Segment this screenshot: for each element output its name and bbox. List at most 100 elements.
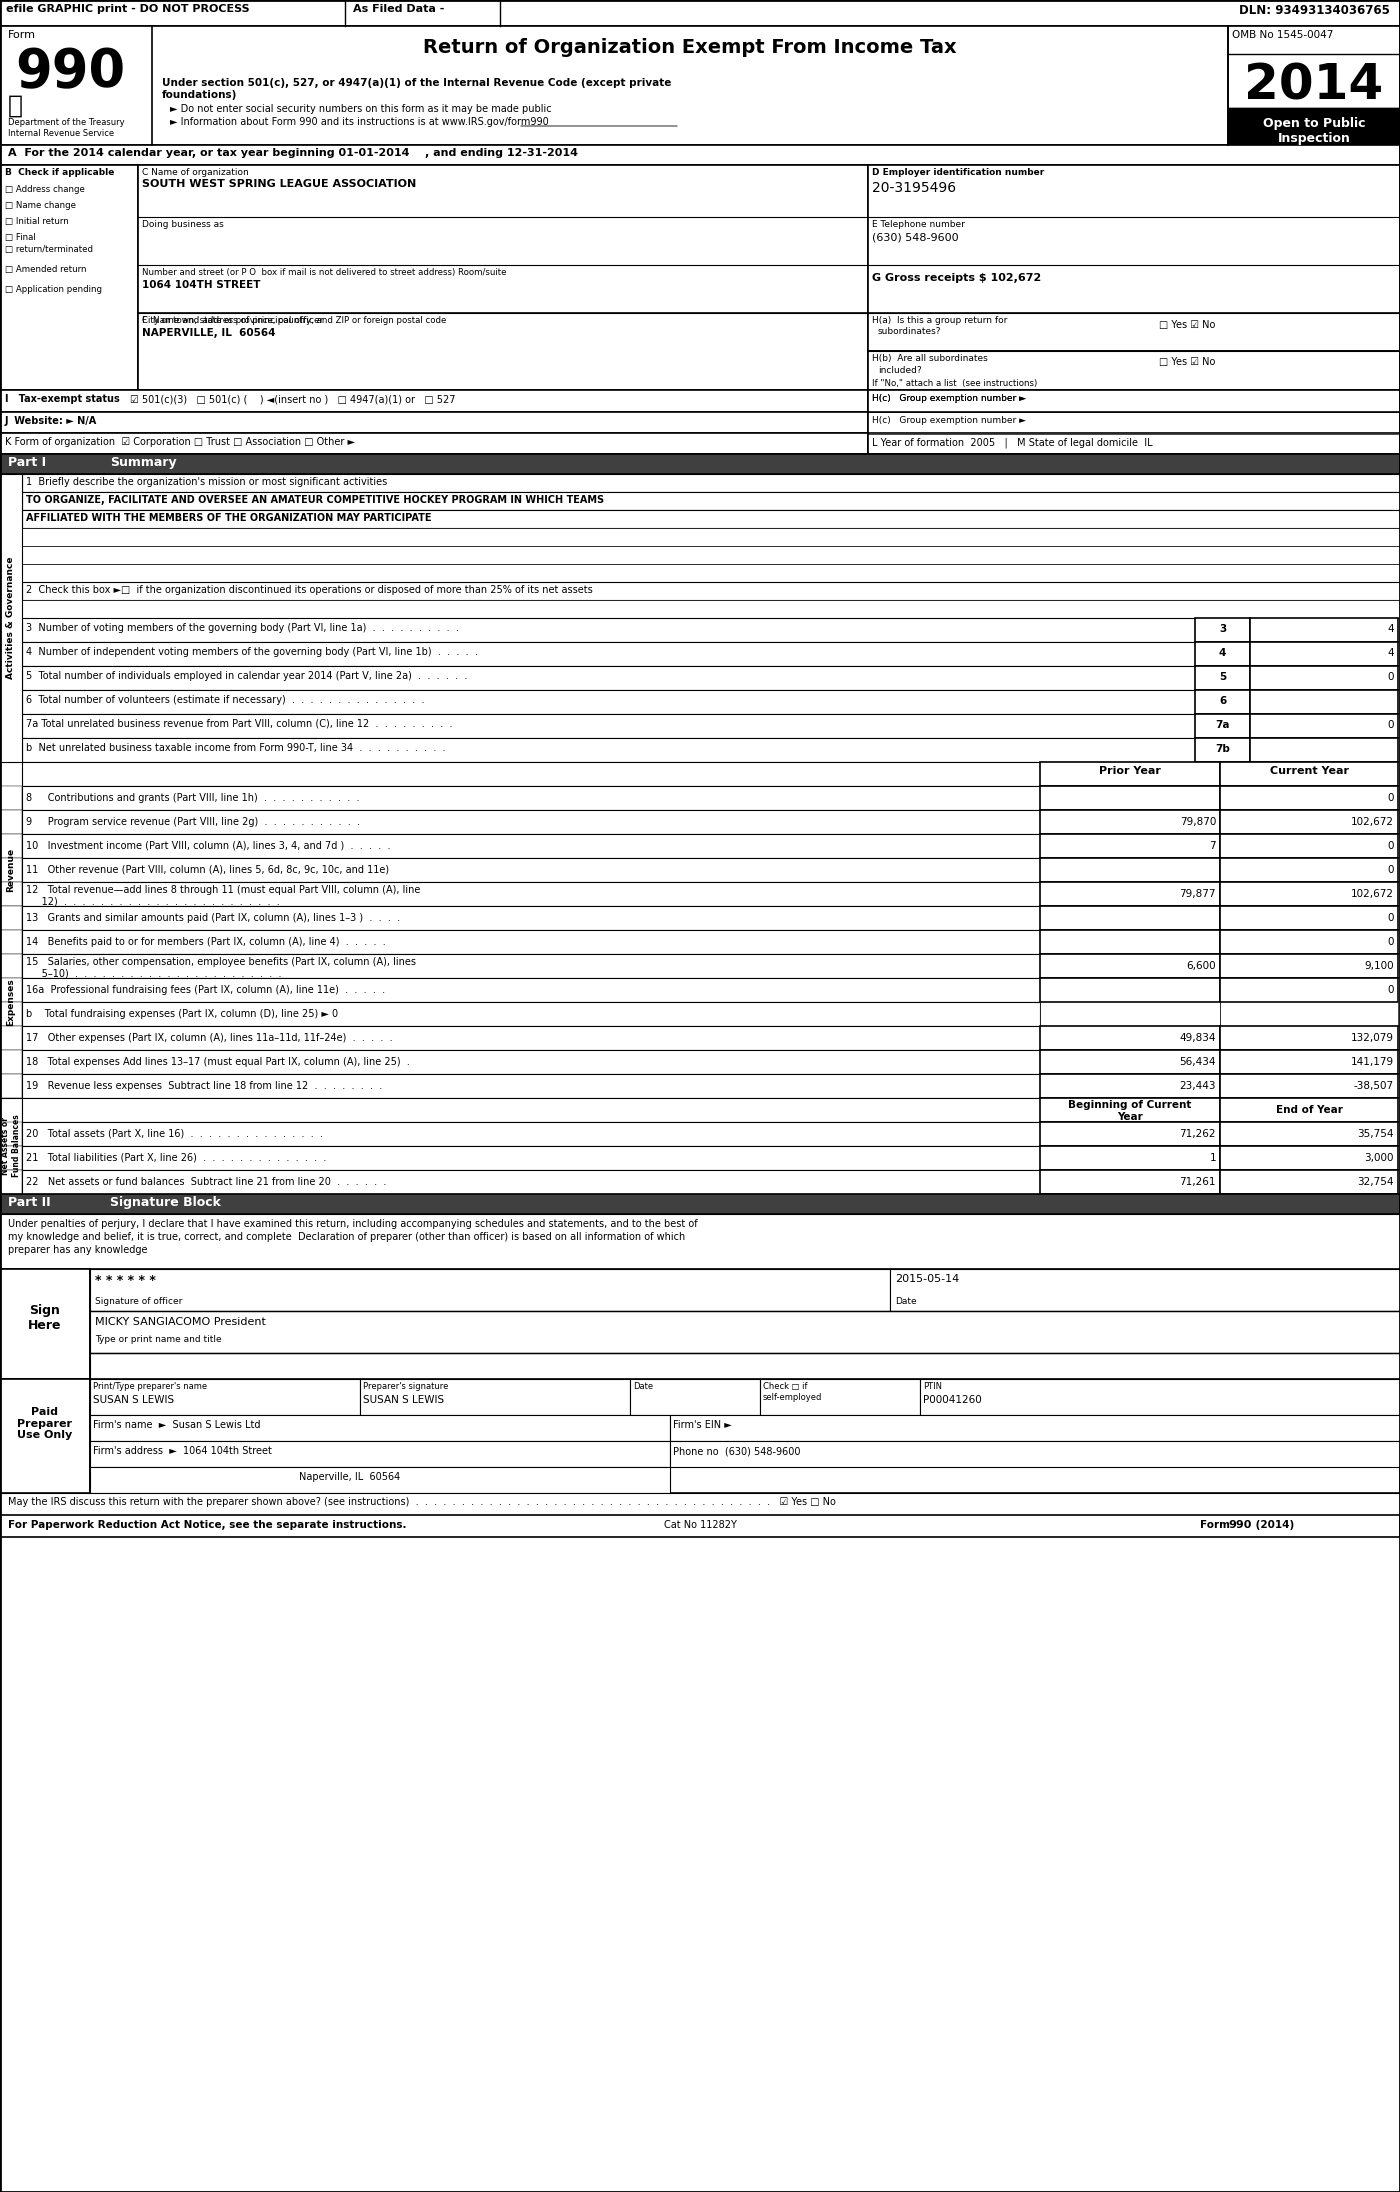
Bar (0, 739, 22, 763)
Text: foundations): foundations) (162, 90, 238, 101)
Text: J  Website: ► N/A: J Website: ► N/A (6, 416, 97, 425)
Text: 141,179: 141,179 (1351, 1057, 1394, 1068)
Bar (139, 164, 868, 390)
Text: 22   Net assets or fund balances  Subtract line 21 from line 20  .  .  .  .  .  : 22 Net assets or fund balances Subtract … (27, 1177, 386, 1188)
Text: 7: 7 (1210, 842, 1217, 850)
Bar (0, 164, 139, 390)
Bar (0, 390, 868, 412)
Bar (630, 1379, 760, 1416)
Bar (22, 666, 1196, 690)
Text: □ Yes ☑ No: □ Yes ☑ No (1159, 357, 1215, 366)
Text: Date: Date (633, 1381, 654, 1392)
Text: 7a: 7a (1215, 719, 1229, 730)
Bar (0, 978, 22, 1002)
Bar (890, 1269, 1400, 1311)
Text: 0: 0 (1387, 794, 1394, 802)
Text: □ return/terminated: □ return/terminated (6, 246, 92, 254)
Bar (22, 618, 1196, 642)
Bar (22, 739, 1196, 763)
Text: b  Net unrelated business taxable income from Form 990-T, line 34  .  .  .  .  .: b Net unrelated business taxable income … (27, 743, 445, 754)
Text: City or town, state or province, country, and ZIP or foreign postal code: City or town, state or province, country… (141, 316, 447, 324)
Bar (1040, 1074, 1219, 1098)
Bar (0, 666, 22, 690)
Text: 0: 0 (1387, 842, 1394, 850)
Text: Firm's name  ►  Susan S Lewis Ltd: Firm's name ► Susan S Lewis Ltd (92, 1420, 260, 1429)
Bar (22, 881, 1040, 905)
Bar (1040, 1002, 1219, 1026)
Bar (1040, 954, 1219, 978)
Bar (868, 313, 1400, 351)
Bar (90, 1269, 890, 1311)
Bar (1219, 1050, 1399, 1074)
Bar (22, 1146, 1040, 1171)
Bar (22, 1002, 1040, 1026)
Bar (22, 583, 1400, 601)
Text: 15   Salaries, other compensation, employee benefits (Part IX, column (A), lines: 15 Salaries, other compensation, employe… (27, 958, 416, 967)
Text: Form: Form (1200, 1519, 1233, 1530)
Bar (1040, 1026, 1219, 1050)
Text: Paid
Preparer
Use Only: Paid Preparer Use Only (17, 1407, 73, 1440)
Bar (1250, 739, 1399, 763)
Text: Check □ if: Check □ if (763, 1381, 808, 1392)
Text: 14   Benefits paid to or for members (Part IX, column (A), line 4)  .  .  .  .  : 14 Benefits paid to or for members (Part… (27, 936, 386, 947)
Text: 4  Number of independent voting members of the governing body (Part VI, line 1b): 4 Number of independent voting members o… (27, 647, 477, 658)
Text: B  Check if applicable: B Check if applicable (6, 169, 115, 178)
Text: 71,261: 71,261 (1179, 1177, 1217, 1188)
Text: K Form of organization  ☑ Corporation □ Trust □ Association □ Other ►: K Form of organization ☑ Corporation □ T… (6, 436, 356, 447)
Bar (1219, 833, 1399, 857)
Bar (22, 929, 1040, 954)
Text: □ Address change: □ Address change (6, 184, 85, 195)
Bar (1228, 107, 1400, 145)
Bar (1228, 26, 1400, 145)
Bar (1040, 881, 1219, 905)
Text: 6: 6 (1219, 697, 1226, 706)
Text: Signature Block: Signature Block (111, 1197, 221, 1210)
Text: Part I: Part I (8, 456, 46, 469)
Text: 71,262: 71,262 (1179, 1129, 1217, 1140)
Text: Part II: Part II (8, 1197, 50, 1210)
Text: For Paperwork Reduction Act Notice, see the separate instructions.: For Paperwork Reduction Act Notice, see … (8, 1519, 406, 1530)
Bar (1040, 763, 1219, 787)
Bar (0, 1146, 22, 1171)
Bar (22, 546, 1400, 563)
Bar (22, 1098, 1040, 1122)
Text: Revenue: Revenue (7, 848, 15, 892)
Bar (1040, 1171, 1219, 1195)
Text: 1  Briefly describe the organization's mission or most significant activities: 1 Briefly describe the organization's mi… (27, 478, 388, 487)
Text: NAPERVILLE, IL  60564: NAPERVILLE, IL 60564 (141, 329, 276, 338)
Text: 79,877: 79,877 (1179, 890, 1217, 899)
Text: 0: 0 (1387, 984, 1394, 995)
Text: 4: 4 (1387, 649, 1394, 658)
Bar (0, 434, 868, 454)
Text: 20-3195496: 20-3195496 (872, 182, 956, 195)
Text: * * * * * *: * * * * * * (95, 1274, 155, 1287)
Bar (0, 412, 868, 434)
Text: 8     Contributions and grants (Part VIII, line 1h)  .  .  .  .  .  .  .  .  .  : 8 Contributions and grants (Part VIII, l… (27, 794, 360, 802)
Text: PTIN: PTIN (923, 1381, 942, 1392)
Bar (0, 787, 22, 811)
Bar (1219, 1098, 1399, 1122)
Bar (22, 528, 1400, 546)
Text: AFFILIATED WITH THE MEMBERS OF THE ORGANIZATION MAY PARTICIPATE: AFFILIATED WITH THE MEMBERS OF THE ORGAN… (27, 513, 431, 524)
Text: Current Year: Current Year (1270, 765, 1348, 776)
Text: my knowledge and belief, it is true, correct, and complete  Declaration of prepa: my knowledge and belief, it is true, cor… (8, 1232, 685, 1243)
Bar (1219, 1171, 1399, 1195)
Bar (1219, 787, 1399, 811)
Text: 49,834: 49,834 (1179, 1032, 1217, 1043)
Text: SUSAN S LEWIS: SUSAN S LEWIS (363, 1394, 444, 1405)
Bar (1196, 690, 1250, 715)
Text: Type or print name and title: Type or print name and title (95, 1335, 221, 1344)
Bar (0, 787, 22, 954)
Bar (0, 1515, 1400, 1537)
Bar (1196, 715, 1250, 739)
Bar (0, 905, 22, 1098)
Text: 132,079: 132,079 (1351, 1032, 1394, 1043)
Bar (0, 642, 22, 666)
Text: Department of the Treasury: Department of the Treasury (8, 118, 125, 127)
Bar (1196, 739, 1250, 763)
Bar (0, 618, 22, 642)
Bar (22, 1122, 1040, 1146)
Text: Under section 501(c), 527, or 4947(a)(1) of the Internal Revenue Code (except pr: Under section 501(c), 527, or 4947(a)(1)… (162, 79, 672, 88)
Text: Summary: Summary (111, 456, 176, 469)
Text: Print/Type preparer's name: Print/Type preparer's name (92, 1381, 207, 1392)
